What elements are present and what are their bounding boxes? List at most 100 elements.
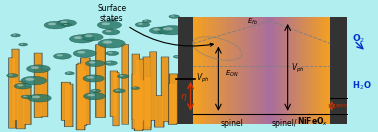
Bar	[273, 17, 274, 124]
Bar	[286, 17, 287, 124]
Bar	[238, 17, 239, 124]
Bar	[178, 17, 193, 124]
Circle shape	[81, 33, 103, 41]
FancyBboxPatch shape	[34, 53, 43, 118]
Circle shape	[20, 44, 23, 45]
Bar	[220, 17, 221, 124]
FancyBboxPatch shape	[122, 45, 128, 124]
Bar	[224, 17, 225, 124]
Bar	[264, 17, 265, 124]
FancyBboxPatch shape	[16, 81, 26, 129]
Bar	[232, 17, 233, 124]
Bar	[285, 17, 286, 124]
Bar	[318, 17, 319, 124]
Circle shape	[17, 84, 23, 86]
FancyBboxPatch shape	[144, 76, 152, 128]
Bar	[247, 17, 248, 124]
FancyBboxPatch shape	[132, 54, 140, 120]
FancyBboxPatch shape	[134, 92, 143, 131]
Bar	[265, 17, 266, 124]
Circle shape	[70, 35, 94, 43]
Circle shape	[54, 53, 71, 59]
FancyBboxPatch shape	[64, 84, 73, 127]
Bar	[281, 17, 282, 124]
Bar	[325, 17, 326, 124]
Bar	[215, 17, 216, 124]
FancyBboxPatch shape	[22, 86, 31, 125]
FancyBboxPatch shape	[65, 84, 73, 126]
Circle shape	[44, 21, 67, 29]
Bar	[203, 17, 204, 124]
Bar	[271, 17, 272, 124]
Circle shape	[73, 50, 96, 57]
Circle shape	[102, 29, 120, 35]
FancyBboxPatch shape	[143, 57, 152, 130]
Bar	[301, 17, 302, 124]
Bar	[302, 17, 303, 124]
Bar	[262, 17, 263, 124]
FancyBboxPatch shape	[133, 54, 139, 119]
Bar	[329, 17, 330, 124]
Bar	[300, 17, 301, 124]
Circle shape	[77, 51, 85, 54]
FancyBboxPatch shape	[122, 44, 129, 125]
Bar	[194, 17, 195, 124]
Bar	[227, 17, 228, 124]
Circle shape	[106, 51, 119, 55]
Circle shape	[105, 30, 112, 32]
FancyBboxPatch shape	[76, 64, 85, 130]
Bar	[291, 17, 292, 124]
Bar	[196, 17, 197, 124]
Bar	[270, 17, 271, 124]
Bar	[252, 17, 253, 124]
Bar	[324, 17, 325, 124]
Circle shape	[169, 15, 180, 18]
Bar	[277, 17, 278, 124]
Circle shape	[31, 66, 39, 69]
Bar	[221, 17, 222, 124]
Bar	[246, 17, 247, 124]
Circle shape	[92, 90, 96, 91]
Circle shape	[133, 87, 136, 88]
Circle shape	[171, 15, 175, 17]
Bar	[240, 17, 241, 124]
Bar	[216, 17, 217, 124]
Bar	[236, 17, 237, 124]
Circle shape	[115, 89, 119, 91]
Bar	[308, 17, 309, 124]
Bar	[307, 17, 308, 124]
Bar	[243, 17, 244, 124]
Bar	[304, 17, 305, 124]
Bar	[251, 17, 252, 124]
FancyBboxPatch shape	[8, 58, 16, 129]
Circle shape	[62, 23, 71, 26]
Text: $\eta$: $\eta$	[180, 92, 188, 103]
Circle shape	[83, 75, 104, 82]
Bar	[293, 17, 294, 124]
FancyBboxPatch shape	[135, 59, 143, 129]
Bar	[328, 17, 329, 124]
Circle shape	[107, 62, 111, 63]
FancyBboxPatch shape	[62, 82, 70, 120]
Bar	[268, 17, 269, 124]
Text: $\eta_{NFO}$: $\eta_{NFO}$	[335, 102, 349, 110]
FancyBboxPatch shape	[162, 57, 168, 121]
Circle shape	[113, 89, 125, 93]
Text: $E_{ON}$: $E_{ON}$	[225, 69, 239, 79]
FancyBboxPatch shape	[113, 72, 119, 126]
FancyBboxPatch shape	[155, 96, 163, 127]
Bar	[275, 17, 276, 124]
Bar	[200, 17, 201, 124]
Circle shape	[135, 22, 150, 27]
Bar	[198, 17, 199, 124]
FancyBboxPatch shape	[132, 74, 141, 129]
Bar	[218, 17, 219, 124]
Bar	[209, 17, 210, 124]
Bar	[193, 17, 194, 124]
Bar	[322, 17, 323, 124]
Bar	[223, 17, 224, 124]
FancyBboxPatch shape	[23, 87, 31, 124]
Circle shape	[32, 96, 40, 98]
Bar	[267, 17, 268, 124]
Circle shape	[89, 61, 96, 63]
